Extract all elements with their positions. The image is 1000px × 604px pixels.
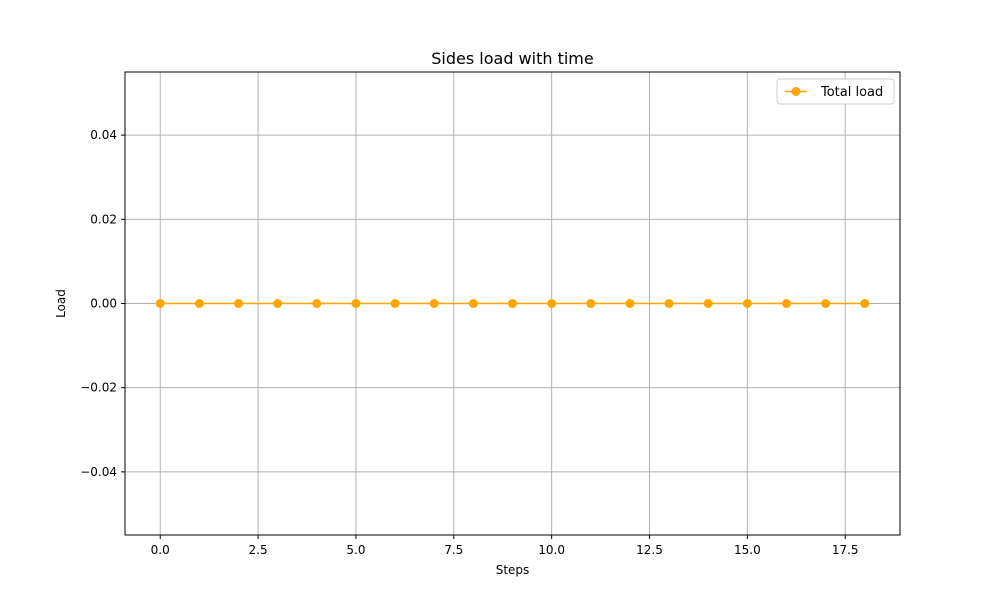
y-tick-label: −0.02: [80, 381, 117, 395]
data-point: [155, 299, 165, 308]
data-point: [821, 299, 831, 308]
data-point: [860, 299, 870, 308]
legend-label: Total load: [820, 85, 883, 100]
data-point: [390, 299, 400, 308]
x-tick-label: 17.5: [832, 543, 859, 557]
data-point: [312, 299, 322, 308]
x-tick-label: 7.5: [444, 543, 463, 557]
legend-box: [776, 78, 895, 105]
data-point: [547, 299, 557, 308]
x-tick-label: 5.0: [346, 543, 365, 557]
data-point: [781, 299, 791, 308]
x-tick-label: 12.5: [636, 543, 663, 557]
y-tick-label: 0.00: [90, 297, 117, 311]
x-tick-label: 0.0: [151, 543, 170, 557]
y-tick-label: 0.04: [90, 128, 117, 142]
x-tick-label: 2.5: [249, 543, 268, 557]
data-point: [625, 299, 635, 308]
data-point: [508, 299, 517, 308]
ticks-layer: 0.0 2.5 5.0 7.5 10.0 12.5 15.0 17.5 −0.04 −0.02 0.…: [80, 128, 858, 557]
data-point: [703, 299, 713, 308]
series-layer: [155, 299, 870, 308]
data-point: [194, 299, 204, 308]
legend: Total load: [776, 78, 895, 105]
data-point: [273, 299, 283, 308]
data-point: [429, 299, 439, 308]
data-point: [586, 299, 596, 308]
y-tick-label: 0.02: [90, 212, 117, 226]
legend-marker-swatch: [791, 87, 801, 96]
chart-title: Sides load with time: [431, 49, 593, 68]
y-tick-label: −0.04: [80, 465, 117, 479]
x-tick-label: 15.0: [734, 543, 761, 557]
y-axis-label: Load: [54, 289, 68, 318]
x-axis-label: Steps: [496, 563, 530, 577]
data-point: [664, 299, 674, 308]
x-tick-label: 10.0: [538, 543, 565, 557]
data-point: [742, 299, 752, 308]
data-point: [468, 299, 478, 308]
data-point: [234, 299, 244, 308]
data-point: [351, 299, 361, 308]
